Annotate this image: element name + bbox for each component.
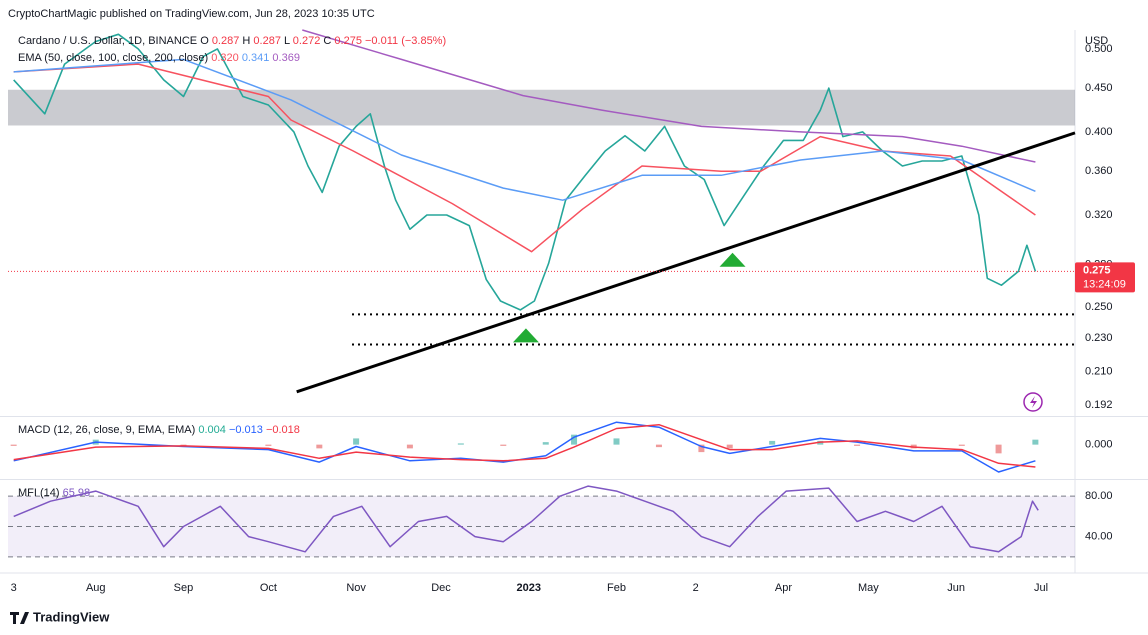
- y-tick-label: 0.230: [1085, 332, 1113, 344]
- histogram-bar: [457, 443, 464, 445]
- legend-value: 0.320: [211, 52, 239, 64]
- y-tick-label: 0.400: [1085, 126, 1113, 138]
- series-line: [302, 29, 1036, 163]
- legend-key: L: [284, 35, 290, 47]
- histogram-bar: [353, 438, 360, 445]
- y-tick-label: 0.000: [1085, 439, 1113, 451]
- y-tick-label: 0.320: [1085, 209, 1113, 221]
- histogram-bar: [500, 444, 507, 446]
- price-label-box: [1075, 262, 1135, 293]
- x-tick-label: Sep: [174, 582, 194, 594]
- resistance-band: [8, 89, 1075, 126]
- x-tick-label: Feb: [607, 582, 626, 594]
- legend-value: −0.013: [229, 424, 263, 436]
- histogram-bar: [655, 444, 662, 448]
- y-tick-label: 0.500: [1085, 43, 1113, 55]
- pattern-marker: [512, 328, 539, 343]
- legend-title: Cardano / U.S. Dollar, 1D, BINANCE: [18, 35, 197, 47]
- x-tick-label: Oct: [260, 582, 277, 594]
- histogram-bar: [613, 438, 620, 445]
- x-tick-label: Nov: [346, 582, 366, 594]
- legend-value: 0.275: [334, 35, 362, 47]
- legend-title: MACD (12, 26, close, 9, EMA, EMA): [18, 424, 195, 436]
- legend-key: H: [242, 35, 250, 47]
- histogram-bar: [958, 444, 965, 446]
- legend-value: 0.004: [198, 424, 226, 436]
- legend-title: EMA (50, close, 100, close, 200, close): [18, 52, 208, 64]
- trendline: [296, 131, 1076, 394]
- legend-key: O: [200, 35, 209, 47]
- y-tick-label: 0.450: [1085, 82, 1113, 94]
- lightning-icon: [1023, 392, 1043, 412]
- histogram-bar: [265, 444, 272, 446]
- countdown-label: 13:24:09: [1083, 278, 1126, 290]
- y-tick-label: 0.192: [1085, 399, 1113, 411]
- y-tick-label: 0.210: [1085, 366, 1113, 378]
- legend-value: −0.011 (−3.85%): [365, 35, 446, 47]
- legend-value: 0.287: [253, 35, 281, 47]
- legend-value: 0.287: [212, 35, 240, 47]
- histogram-bar: [726, 444, 733, 449]
- legend-value: 0.272: [293, 35, 321, 47]
- histogram-bar: [316, 444, 323, 449]
- price-line: [13, 33, 1037, 311]
- y-tick-label: 40.00: [1085, 531, 1113, 543]
- legend: MACD (12, 26, close, 9, EMA, EMA) 0.004 …: [18, 424, 300, 436]
- histogram-bar: [995, 444, 1002, 454]
- brand-logo: TradingView: [10, 609, 110, 624]
- histogram-bar: [542, 442, 549, 445]
- x-tick-label: 2023: [517, 582, 541, 594]
- brand: TradingView: [33, 609, 110, 624]
- x-tick-label: Dec: [431, 582, 451, 594]
- legend-key: C: [323, 35, 331, 47]
- series-line: [13, 58, 1036, 201]
- legend-value: 0.369: [272, 52, 300, 64]
- histogram-bar: [854, 444, 861, 446]
- legend-value: 0.341: [242, 52, 270, 64]
- y-tick-label: 80.00: [1085, 490, 1113, 502]
- currency: USD: [1085, 35, 1108, 47]
- x-tick-label: May: [858, 582, 879, 594]
- series-line: [13, 63, 1036, 253]
- legend: EMA (50, close, 100, close, 200, close) …: [18, 52, 300, 64]
- x-tick-label: Aug: [86, 582, 106, 594]
- histogram-bar: [769, 440, 776, 445]
- histogram-bar: [698, 444, 705, 453]
- series-line: [13, 421, 1036, 473]
- x-tick-label: 2: [693, 582, 699, 594]
- histogram-bar: [571, 434, 578, 445]
- series-line: [13, 423, 1036, 468]
- legend: MFI (14) 65.98: [18, 487, 90, 499]
- x-tick-label: Jun: [947, 582, 965, 594]
- pattern-marker: [719, 252, 746, 267]
- histogram-bar: [1032, 439, 1039, 445]
- legend-value: −0.018: [266, 424, 300, 436]
- x-tick-label: Apr: [775, 582, 792, 594]
- y-tick-label: 0.360: [1085, 165, 1113, 177]
- legend-title: MFI (14): [18, 487, 60, 499]
- publisher: CryptoChartMagic published on TradingVie…: [8, 8, 375, 20]
- series-line: [13, 485, 1039, 553]
- histogram-bar: [406, 444, 413, 449]
- x-tick-label: Jul: [1034, 582, 1048, 594]
- legend-value: 65.98: [63, 487, 91, 499]
- x-tick-label: 3: [11, 582, 17, 594]
- legend: Cardano / U.S. Dollar, 1D, BINANCE O 0.2…: [18, 35, 446, 47]
- y-tick-label: 0.250: [1085, 301, 1113, 313]
- price-label: 0.275: [1083, 264, 1111, 276]
- histogram-bar: [10, 444, 17, 446]
